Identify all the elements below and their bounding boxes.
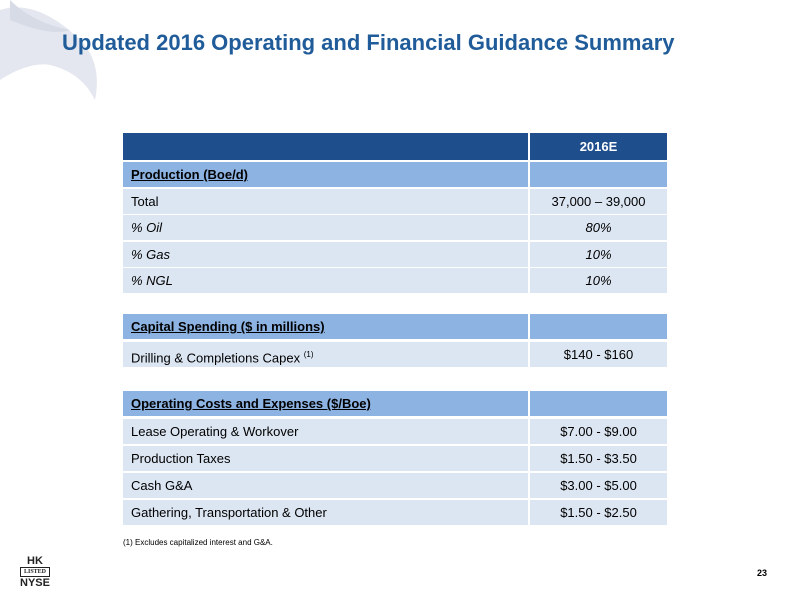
row-value: $7.00 - $9.00 [530,419,667,444]
logo-top: HK [27,555,43,567]
data-row: Production Taxes $1.50 - $3.50 [123,446,667,471]
row-value: 37,000 – 39,000 [530,189,667,214]
row-value: 10% [530,242,667,267]
section-row: Operating Costs and Expenses ($/Boe) [123,391,667,416]
section-title: Operating Costs and Expenses ($/Boe) [131,396,371,411]
footnote-marker: (1) [303,350,314,359]
row-label: Total [123,189,528,214]
data-row: Drilling & Completions Capex (1) $140 - … [123,342,667,367]
footnote: (1) Excludes capitalized interest and G&… [123,538,273,547]
row-label: Production Taxes [123,446,528,471]
row-value: $140 - $160 [530,342,667,367]
section-title: Capital Spending ($ in millions) [131,319,325,334]
eagle-watermark [0,0,97,101]
row-label: % Gas [123,242,528,267]
row-value: $1.50 - $3.50 [530,446,667,471]
page-number: 23 [757,568,768,578]
data-row: % Gas 10% [123,242,667,267]
data-row: Lease Operating & Workover $7.00 - $9.00 [123,419,667,444]
row-value: $3.00 - $5.00 [530,473,667,498]
logo-middle: LISTED [20,567,50,577]
data-row: Total 37,000 – 39,000 [123,189,667,214]
row-label: % NGL [123,268,528,293]
section-row: Capital Spending ($ in millions) [123,314,667,339]
row-label: Cash G&A [123,473,528,498]
section-title: Production (Boe/d) [131,167,248,182]
logo-bottom: NYSE [20,577,50,589]
header-cell [123,133,528,160]
slide-title: Updated 2016 Operating and Financial Gui… [62,30,675,55]
row-value: $1.50 - $2.50 [530,500,667,525]
logo: HK LISTED NYSE [20,555,50,589]
row-label: Gathering, Transportation & Other [123,500,528,525]
data-row: % NGL 10% [123,268,667,293]
row-label: % Oil [123,215,528,240]
row-value: 10% [530,268,667,293]
section-row: Production (Boe/d) [123,162,667,187]
row-label: Lease Operating & Workover [123,419,528,444]
row-label: Drilling & Completions Capex [131,350,301,366]
row-value: 80% [530,215,667,240]
data-row: Gathering, Transportation & Other $1.50 … [123,500,667,525]
header-cell: 2016E [530,133,667,160]
data-row: Cash G&A $3.00 - $5.00 [123,473,667,498]
data-row: % Oil 80% [123,215,667,240]
header-row: 2016E [123,133,667,160]
